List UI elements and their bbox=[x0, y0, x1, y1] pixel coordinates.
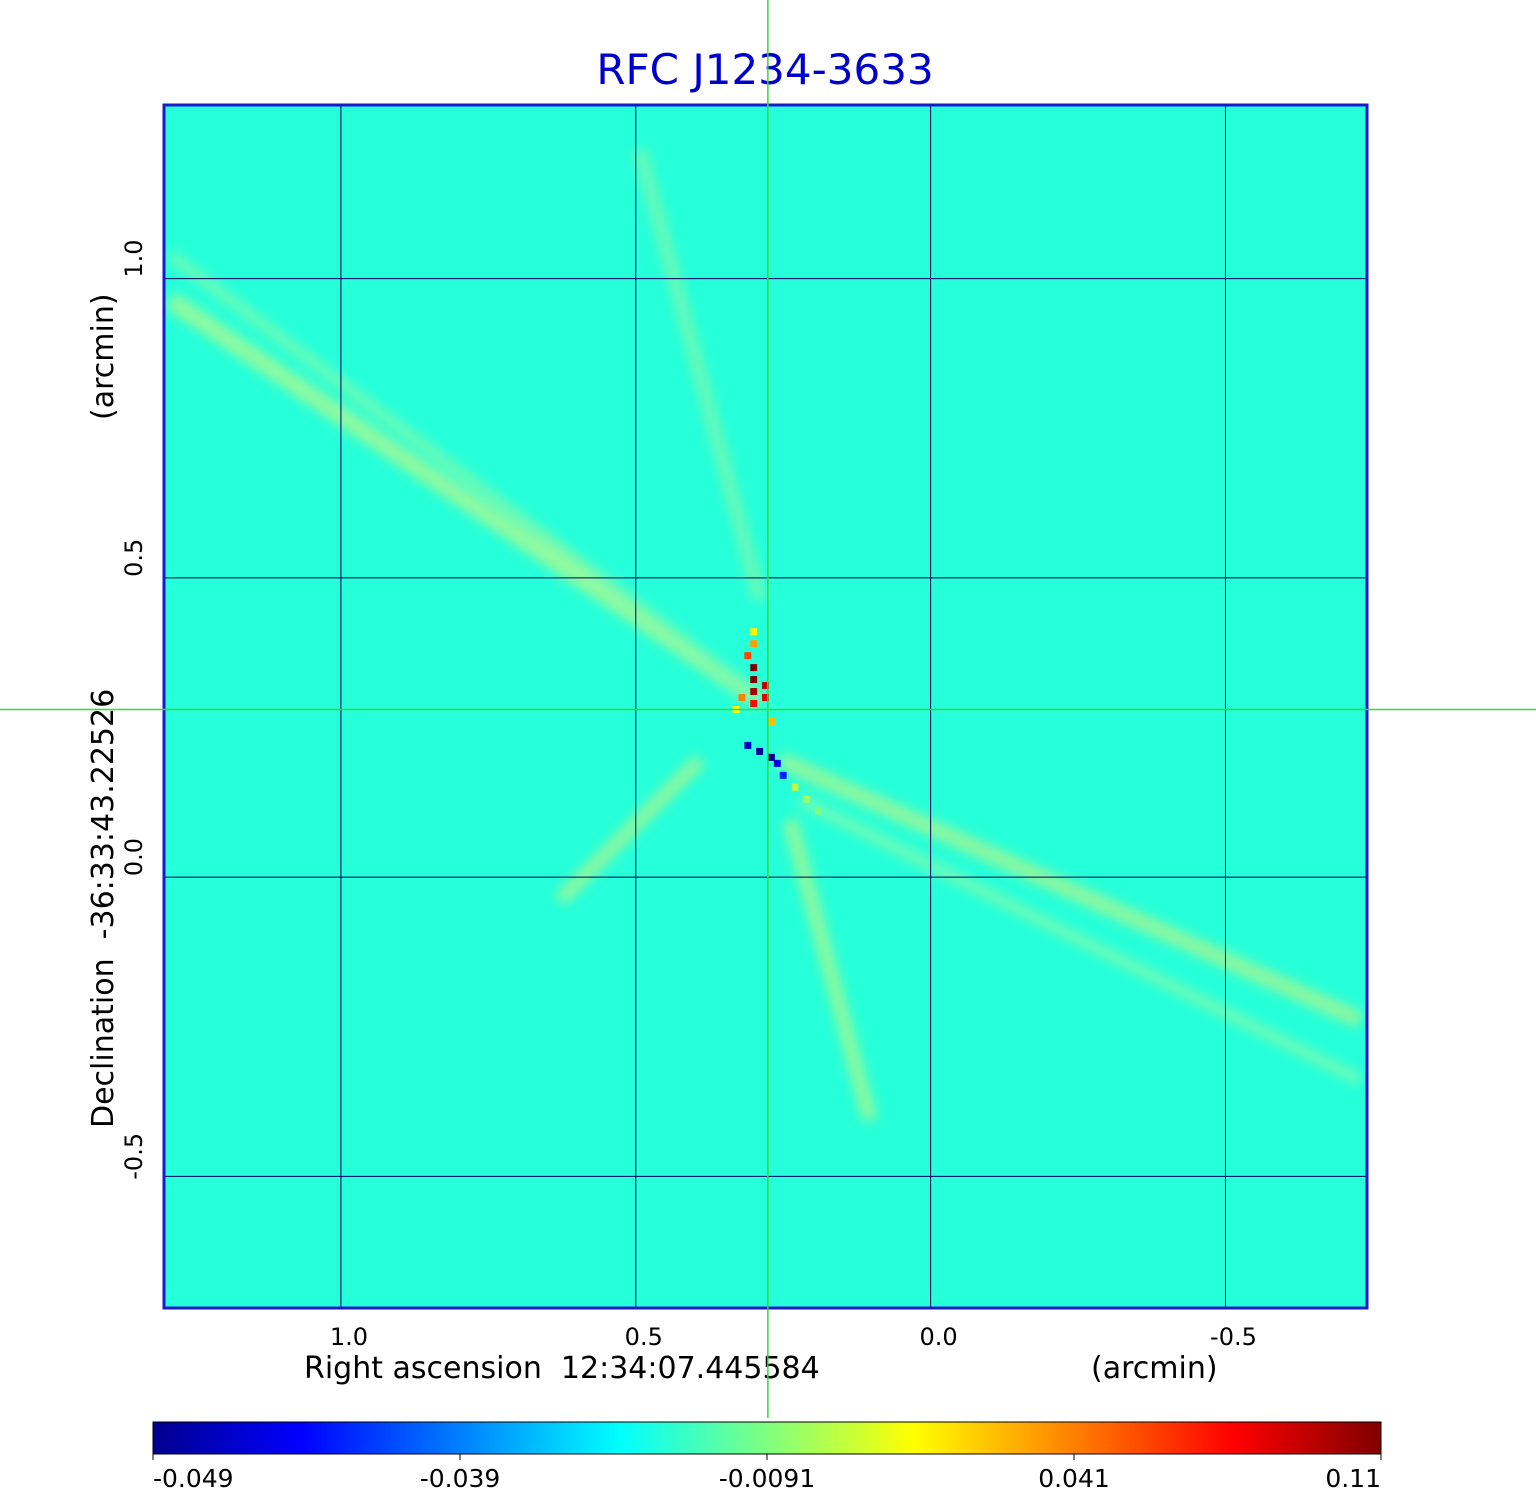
source-pixel bbox=[750, 628, 758, 636]
source-pixel bbox=[750, 688, 758, 696]
plot-area bbox=[164, 105, 1367, 1308]
y-axis-unit: (arcmin) bbox=[86, 293, 121, 420]
source-pixel bbox=[756, 747, 764, 755]
plot-background bbox=[164, 105, 1367, 1308]
colorbar-tick-label: -0.039 bbox=[420, 1464, 501, 1493]
source-pixel bbox=[750, 700, 758, 707]
colorbar-tick-label: -0.049 bbox=[153, 1464, 234, 1493]
grid bbox=[164, 105, 1367, 1308]
colorbar: -0.049 -0.039 -0.0091 0.041 0.11 bbox=[152, 1421, 1382, 1493]
x-axis-unit: (arcmin) bbox=[1091, 1351, 1218, 1386]
x-tick-labels: 1.0 0.5 0.0 -0.5 bbox=[330, 1323, 1257, 1351]
colorbar-tick-label: -0.0091 bbox=[719, 1464, 816, 1493]
source-pixel bbox=[750, 676, 758, 684]
x-axis-label: Right ascension 12:34:07.445584 bbox=[304, 1351, 820, 1386]
source-pixel bbox=[750, 640, 758, 648]
source-pixel bbox=[767, 753, 775, 761]
source-pixel bbox=[773, 759, 781, 767]
source-pixel bbox=[815, 807, 823, 815]
chart-title: RFC J1234-3633 bbox=[596, 45, 933, 94]
x-tick-label: 1.0 bbox=[330, 1323, 368, 1351]
y-axis-label: Declination -36:33:43.22526 bbox=[86, 689, 121, 1128]
y-tick-labels: 1.0 0.5 0.0 -0.5 bbox=[120, 239, 148, 1179]
source-pixel bbox=[762, 682, 769, 690]
x-tick-label: -0.5 bbox=[1210, 1323, 1257, 1351]
y-tick-label: 0.5 bbox=[120, 539, 148, 577]
source-pixel bbox=[744, 652, 752, 660]
y-tick-label: -0.5 bbox=[120, 1133, 148, 1180]
source-pixel bbox=[750, 664, 758, 672]
sidelobe-streaks bbox=[164, 148, 1364, 1122]
y-tick-label: 1.0 bbox=[120, 239, 148, 277]
source-pixel bbox=[791, 783, 799, 791]
colorbar-tick-label: 0.11 bbox=[1325, 1464, 1381, 1493]
source-pixels bbox=[732, 628, 823, 815]
source-pixel bbox=[738, 694, 746, 702]
source-pixel bbox=[767, 717, 775, 725]
source-pixel bbox=[744, 741, 752, 749]
source-pixel bbox=[779, 771, 787, 779]
y-tick-label: 0.0 bbox=[120, 838, 148, 876]
source-pixel bbox=[803, 795, 811, 803]
x-tick-label: 0.5 bbox=[625, 1323, 663, 1351]
x-tick-label: 0.0 bbox=[920, 1323, 958, 1351]
colorbar-ticks: -0.049 -0.039 -0.0091 0.041 0.11 bbox=[152, 1454, 1382, 1493]
colorbar-tick-label: 0.041 bbox=[1038, 1464, 1110, 1493]
plot-frame bbox=[162, 103, 1369, 1310]
colorbar-gradient bbox=[152, 1421, 1382, 1455]
source-pixel bbox=[762, 694, 769, 702]
